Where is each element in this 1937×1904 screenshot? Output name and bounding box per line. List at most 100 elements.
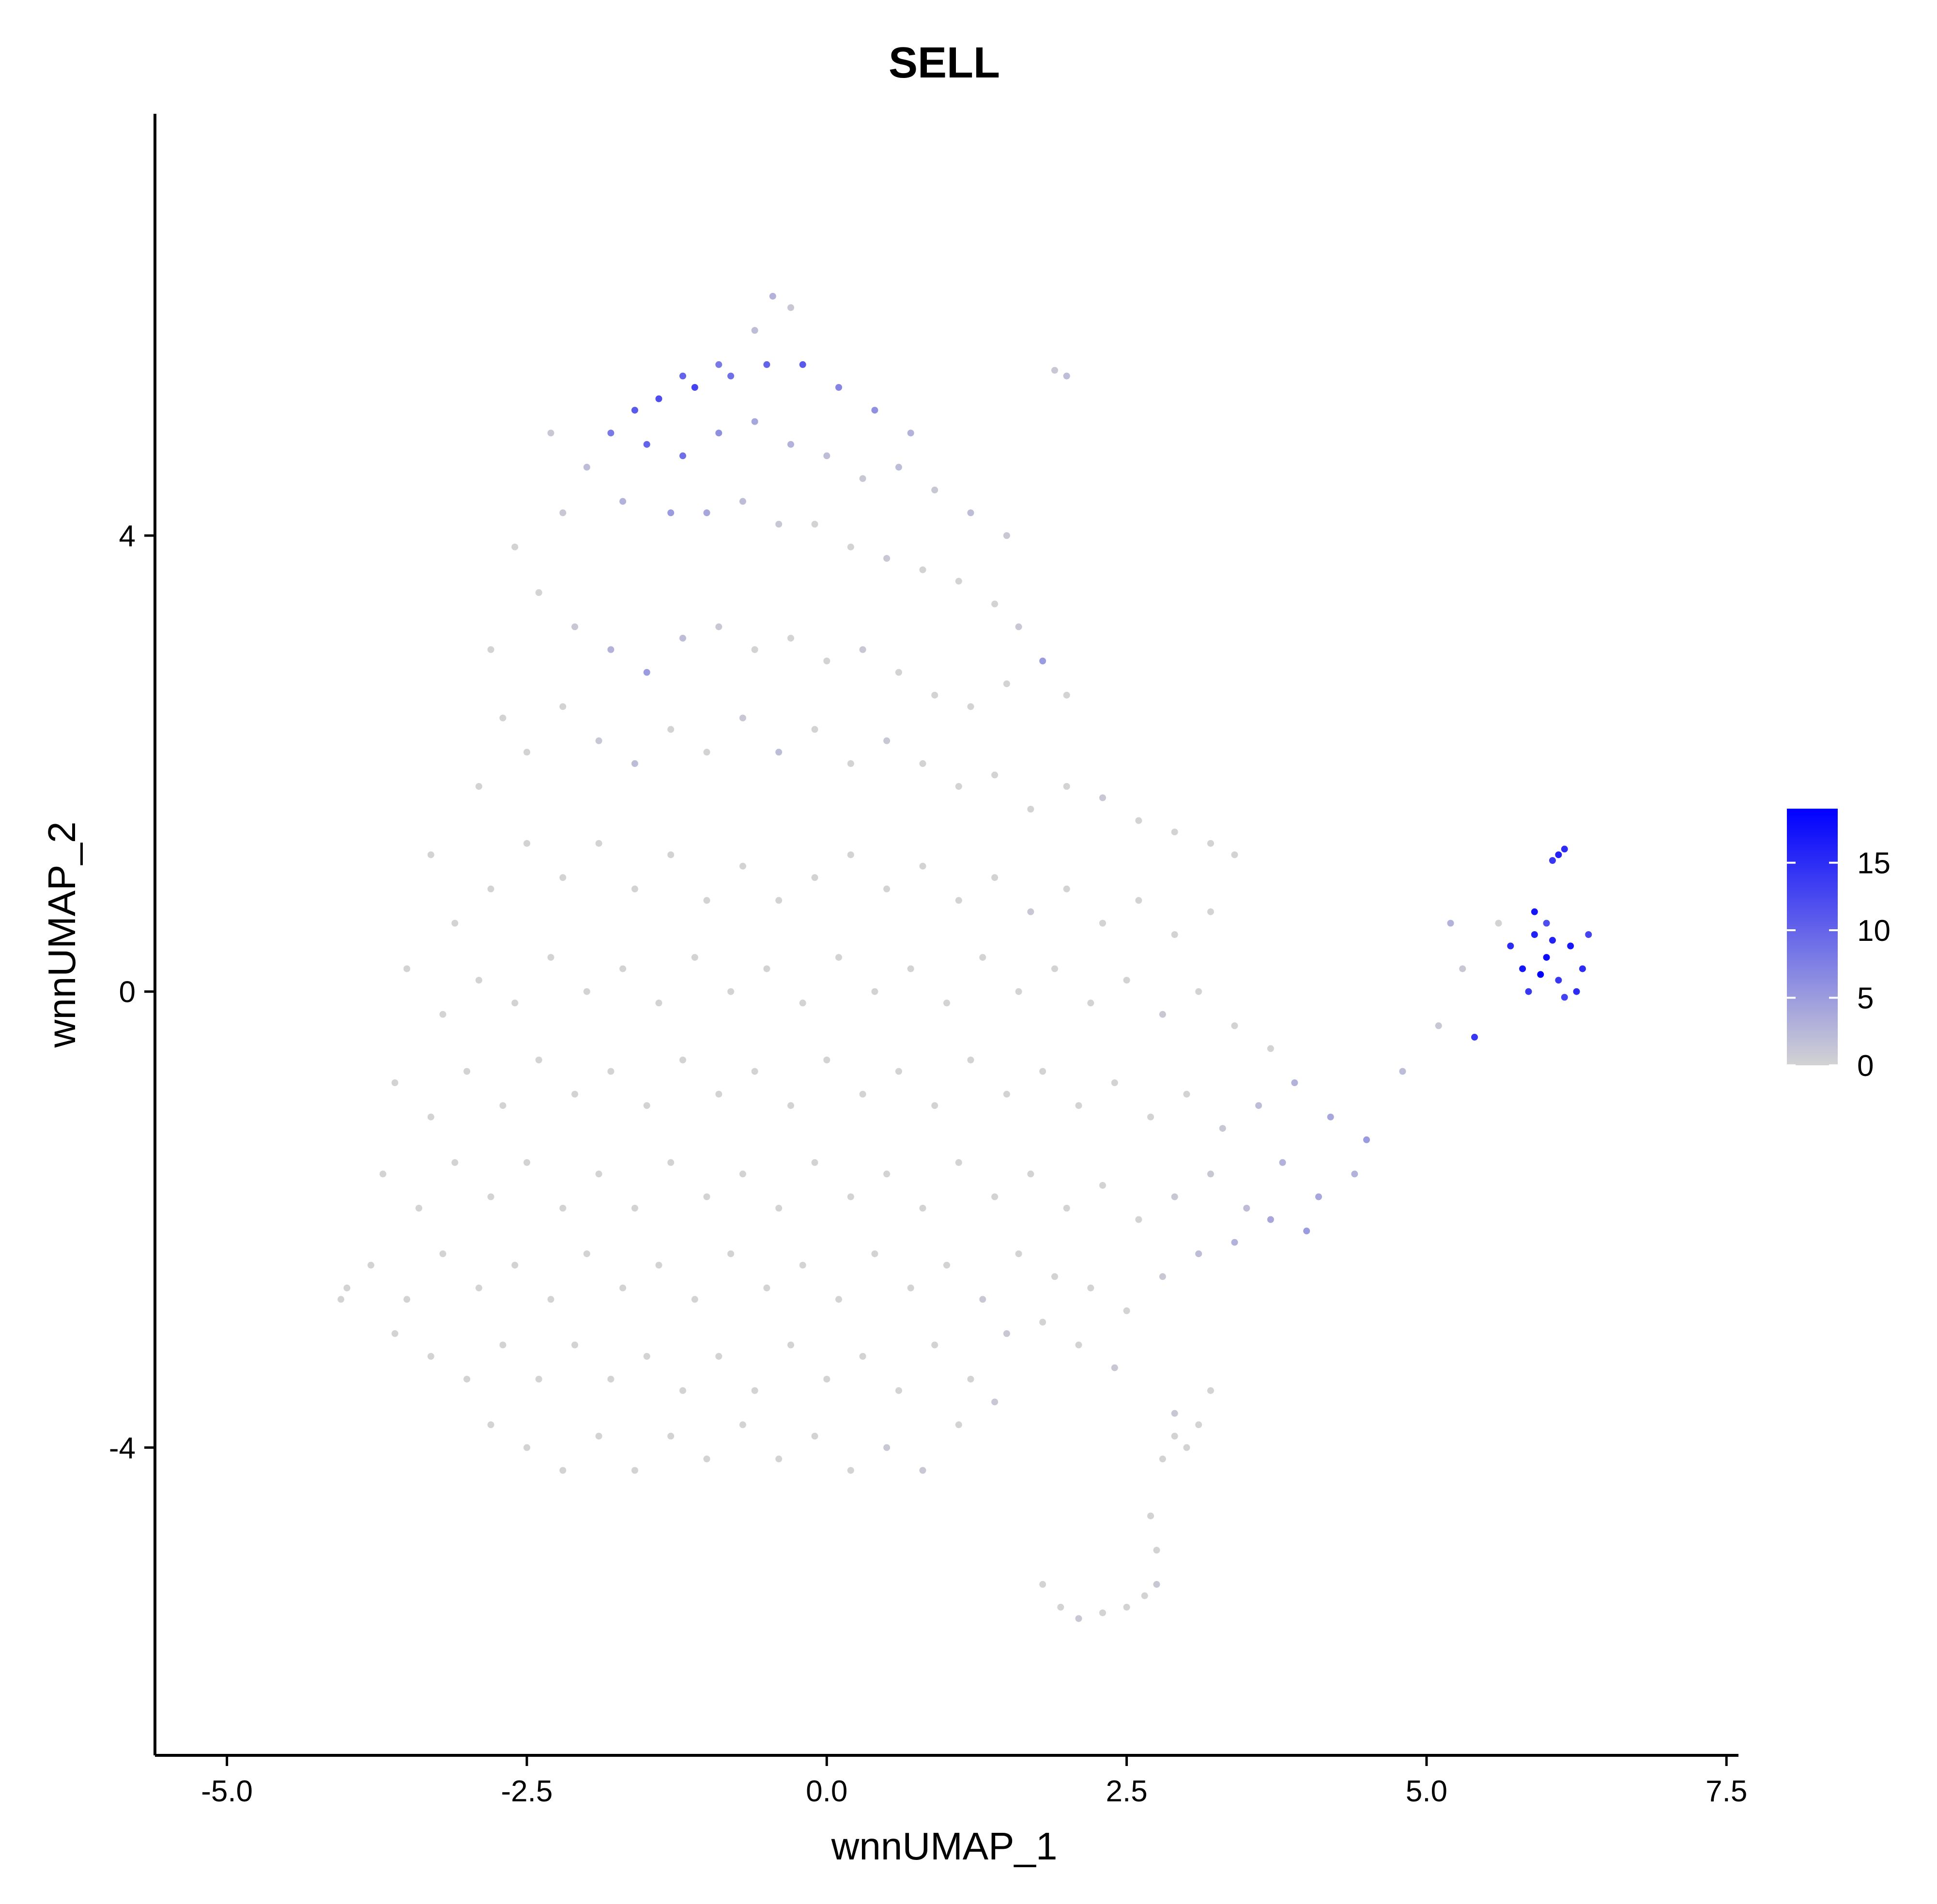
- data-point: [1171, 1432, 1178, 1440]
- points-layer: [338, 292, 1592, 1622]
- data-point: [559, 1467, 567, 1474]
- data-point: [847, 543, 854, 551]
- data-point: [751, 1387, 758, 1394]
- data-point: [499, 1102, 507, 1109]
- data-point: [811, 1159, 818, 1166]
- data-point: [715, 1353, 723, 1360]
- data-point: [1123, 977, 1130, 984]
- data-point: [835, 1296, 842, 1303]
- data-point: [919, 566, 926, 573]
- data-point: [511, 1261, 519, 1269]
- data-point: [655, 395, 662, 402]
- data-point: [1003, 532, 1010, 539]
- data-point: [679, 372, 686, 380]
- data-point: [1159, 1455, 1166, 1462]
- data-point: [1573, 988, 1580, 995]
- data-point: [1555, 851, 1562, 859]
- data-point: [583, 1250, 590, 1258]
- data-point: [787, 1341, 794, 1349]
- legend-tick-label: 0: [1857, 1049, 1874, 1083]
- data-point: [1531, 931, 1538, 938]
- data-point: [1123, 1604, 1130, 1611]
- data-point: [1051, 1273, 1058, 1280]
- data-point: [523, 1444, 530, 1451]
- data-point: [979, 954, 986, 961]
- data-point: [1519, 965, 1526, 972]
- data-point: [727, 1250, 735, 1258]
- data-point: [823, 1057, 830, 1063]
- data-point: [691, 954, 698, 961]
- data-point: [1135, 817, 1142, 824]
- data-point: [547, 430, 554, 437]
- data-point: [1459, 965, 1466, 972]
- data-point: [367, 1261, 374, 1269]
- data-point: [1303, 1228, 1310, 1235]
- data-point: [691, 384, 698, 391]
- color-legend: 0 5 10 15: [1787, 809, 1891, 1083]
- data-point: [703, 509, 710, 516]
- data-point: [979, 1296, 986, 1303]
- data-point: [919, 760, 926, 767]
- data-point: [1153, 1547, 1160, 1554]
- data-point: [1087, 999, 1094, 1007]
- data-point: [1561, 994, 1568, 1001]
- data-point: [547, 954, 554, 961]
- data-point: [655, 1261, 662, 1269]
- data-point: [571, 1341, 578, 1349]
- data-point: [859, 646, 866, 653]
- data-point: [691, 1296, 698, 1303]
- data-point: [1051, 965, 1058, 972]
- data-point: [991, 600, 999, 608]
- data-point: [775, 897, 783, 904]
- data-point: [559, 874, 567, 881]
- data-point: [607, 646, 615, 653]
- data-point: [1507, 942, 1514, 950]
- data-point: [1027, 908, 1034, 915]
- data-point: [547, 1296, 554, 1303]
- data-point: [571, 1090, 578, 1098]
- data-point: [667, 1432, 675, 1440]
- data-point: [847, 851, 854, 859]
- data-point: [499, 1341, 507, 1349]
- data-point: [955, 1159, 962, 1166]
- data-point: [1231, 1022, 1238, 1029]
- data-point: [631, 1467, 638, 1474]
- data-point: [1063, 372, 1070, 380]
- data-point: [1549, 937, 1556, 944]
- data-point: [775, 1455, 783, 1462]
- data-point: [883, 1444, 891, 1451]
- data-point: [667, 851, 675, 859]
- data-point: [835, 384, 842, 391]
- data-point: [1075, 1102, 1082, 1109]
- data-point: [715, 623, 723, 630]
- data-point: [643, 669, 650, 676]
- data-point: [787, 304, 794, 311]
- data-point: [667, 726, 675, 733]
- data-point: [823, 452, 830, 460]
- data-point: [847, 1467, 854, 1474]
- data-point: [1579, 965, 1586, 972]
- data-point: [1135, 897, 1142, 904]
- data-point: [1567, 942, 1574, 950]
- data-point: [799, 999, 806, 1007]
- x-tick-label: 7.5: [1706, 1775, 1747, 1808]
- data-point: [967, 1376, 974, 1383]
- data-point: [1111, 1079, 1118, 1086]
- x-axis-ticks: -5.0 -2.5 0.0 2.5 5.0 7.5: [201, 1755, 1747, 1808]
- data-point: [439, 1250, 446, 1258]
- data-point: [703, 1193, 710, 1200]
- data-point: [1267, 1045, 1274, 1052]
- data-point: [451, 920, 459, 927]
- data-point: [631, 1205, 638, 1212]
- data-point: [955, 1421, 962, 1428]
- data-point: [919, 1205, 926, 1212]
- data-point: [1027, 1170, 1034, 1178]
- data-point: [631, 760, 638, 767]
- data-point: [739, 862, 746, 870]
- data-point: [799, 361, 806, 368]
- data-point: [1255, 1102, 1262, 1109]
- data-point: [811, 1432, 818, 1440]
- data-point: [559, 703, 567, 710]
- data-point: [679, 452, 686, 460]
- data-point: [943, 1261, 950, 1269]
